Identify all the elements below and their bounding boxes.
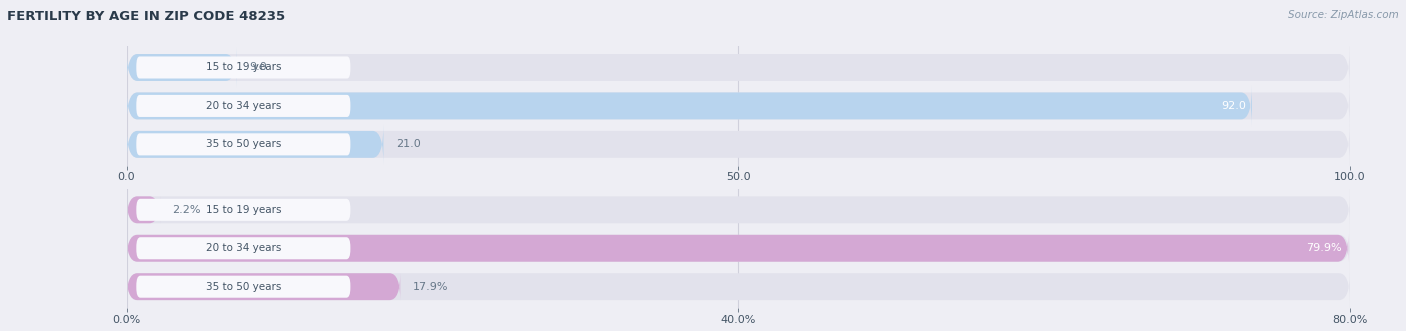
FancyBboxPatch shape xyxy=(136,95,350,117)
Text: 20 to 34 years: 20 to 34 years xyxy=(205,101,281,111)
FancyBboxPatch shape xyxy=(127,47,1350,88)
Text: 35 to 50 years: 35 to 50 years xyxy=(205,139,281,149)
FancyBboxPatch shape xyxy=(127,273,1350,300)
FancyBboxPatch shape xyxy=(136,133,350,155)
Text: FERTILITY BY AGE IN ZIP CODE 48235: FERTILITY BY AGE IN ZIP CODE 48235 xyxy=(7,10,285,23)
FancyBboxPatch shape xyxy=(127,196,160,223)
Text: 17.9%: 17.9% xyxy=(412,282,449,292)
FancyBboxPatch shape xyxy=(127,86,1251,126)
Text: 15 to 19 years: 15 to 19 years xyxy=(205,205,281,215)
Text: 92.0: 92.0 xyxy=(1220,101,1246,111)
Text: Source: ZipAtlas.com: Source: ZipAtlas.com xyxy=(1288,10,1399,20)
Text: 9.0: 9.0 xyxy=(249,63,267,72)
FancyBboxPatch shape xyxy=(127,196,1350,223)
FancyBboxPatch shape xyxy=(127,124,384,165)
FancyBboxPatch shape xyxy=(127,235,1350,262)
FancyBboxPatch shape xyxy=(127,124,1350,165)
FancyBboxPatch shape xyxy=(127,86,1350,126)
Text: 15 to 19 years: 15 to 19 years xyxy=(205,63,281,72)
Text: 20 to 34 years: 20 to 34 years xyxy=(205,243,281,253)
FancyBboxPatch shape xyxy=(127,235,1348,262)
FancyBboxPatch shape xyxy=(136,199,350,221)
Text: 35 to 50 years: 35 to 50 years xyxy=(205,282,281,292)
FancyBboxPatch shape xyxy=(127,273,401,300)
Text: 2.2%: 2.2% xyxy=(173,205,201,215)
FancyBboxPatch shape xyxy=(127,47,236,88)
Text: 79.9%: 79.9% xyxy=(1306,243,1343,253)
FancyBboxPatch shape xyxy=(136,276,350,298)
Text: 21.0: 21.0 xyxy=(395,139,420,149)
FancyBboxPatch shape xyxy=(136,57,350,78)
FancyBboxPatch shape xyxy=(136,237,350,259)
